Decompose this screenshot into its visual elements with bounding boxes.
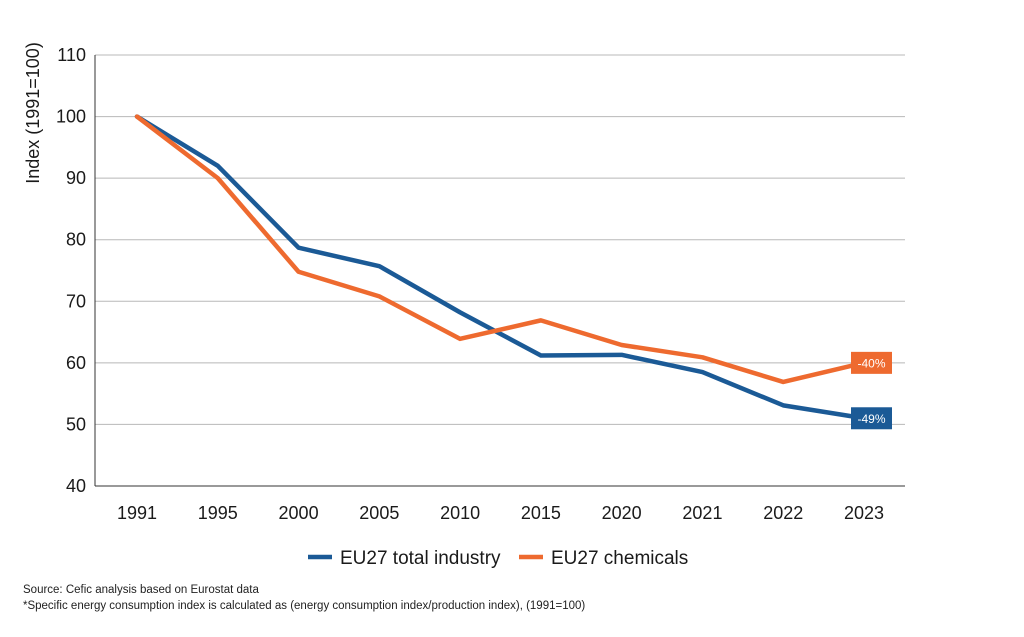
legend-label: EU27 chemicals	[551, 548, 688, 569]
end-label-chemicals: -40%	[851, 351, 892, 374]
y-tick-label: 90	[66, 168, 86, 188]
legend-item-total-industry: EU27 total industry	[308, 548, 501, 569]
methodology-note: *Specific energy consumption index is ca…	[23, 600, 586, 612]
y-tick-label: 110	[57, 45, 86, 65]
end-label-text: -49%	[857, 412, 885, 426]
end-label-total-industry: -49%	[851, 407, 892, 430]
y-tick-labels: 40 50 60 70 80 90 100 110	[56, 45, 86, 496]
end-labels: -49% -40%	[851, 351, 892, 430]
y-tick-label: 60	[66, 353, 86, 373]
end-label-text: -40%	[857, 356, 885, 370]
end-label-box	[851, 407, 892, 430]
x-tick-label: 2015	[521, 503, 561, 523]
x-tick-label: 2023	[844, 503, 884, 523]
x-tick-label: 2010	[440, 503, 480, 523]
legend-label: EU27 total industry	[340, 548, 501, 569]
legend: EU27 total industry EU27 chemicals	[308, 548, 688, 569]
x-tick-label: 1991	[117, 503, 157, 523]
y-tick-label: 100	[56, 107, 86, 127]
end-label-box	[851, 351, 892, 374]
x-tick-labels: 1991 1995 2000 2005 2010 2015 2020 2021 2022 2023	[117, 503, 884, 523]
x-tick-label: 2022	[763, 503, 803, 523]
x-tick-label: 2000	[279, 503, 319, 523]
x-tick-label: 2020	[602, 503, 642, 523]
y-tick-label: 80	[66, 230, 86, 250]
legend-item-chemicals: EU27 chemicals	[519, 548, 688, 569]
series-line-total-industry	[134, 114, 867, 421]
y-axis-label: Index (1991=100)	[23, 42, 43, 184]
x-tick-label: 2005	[359, 503, 399, 523]
x-tick-label: 2021	[682, 503, 722, 523]
source-note: Source: Cefic analysis based on Eurostat…	[23, 584, 259, 596]
y-tick-label: 70	[66, 291, 86, 311]
axes	[94, 55, 905, 487]
gridlines	[95, 54, 905, 425]
x-tick-label: 1995	[198, 503, 238, 523]
series-line-chemicals	[134, 114, 867, 385]
y-tick-label: 40	[66, 476, 86, 496]
y-tick-label: 50	[66, 414, 86, 434]
series-lines	[134, 114, 867, 421]
